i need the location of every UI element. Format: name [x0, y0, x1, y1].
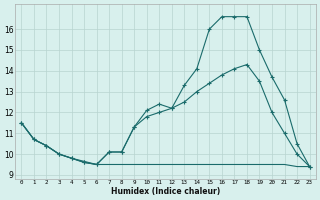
X-axis label: Humidex (Indice chaleur): Humidex (Indice chaleur)	[111, 187, 220, 196]
